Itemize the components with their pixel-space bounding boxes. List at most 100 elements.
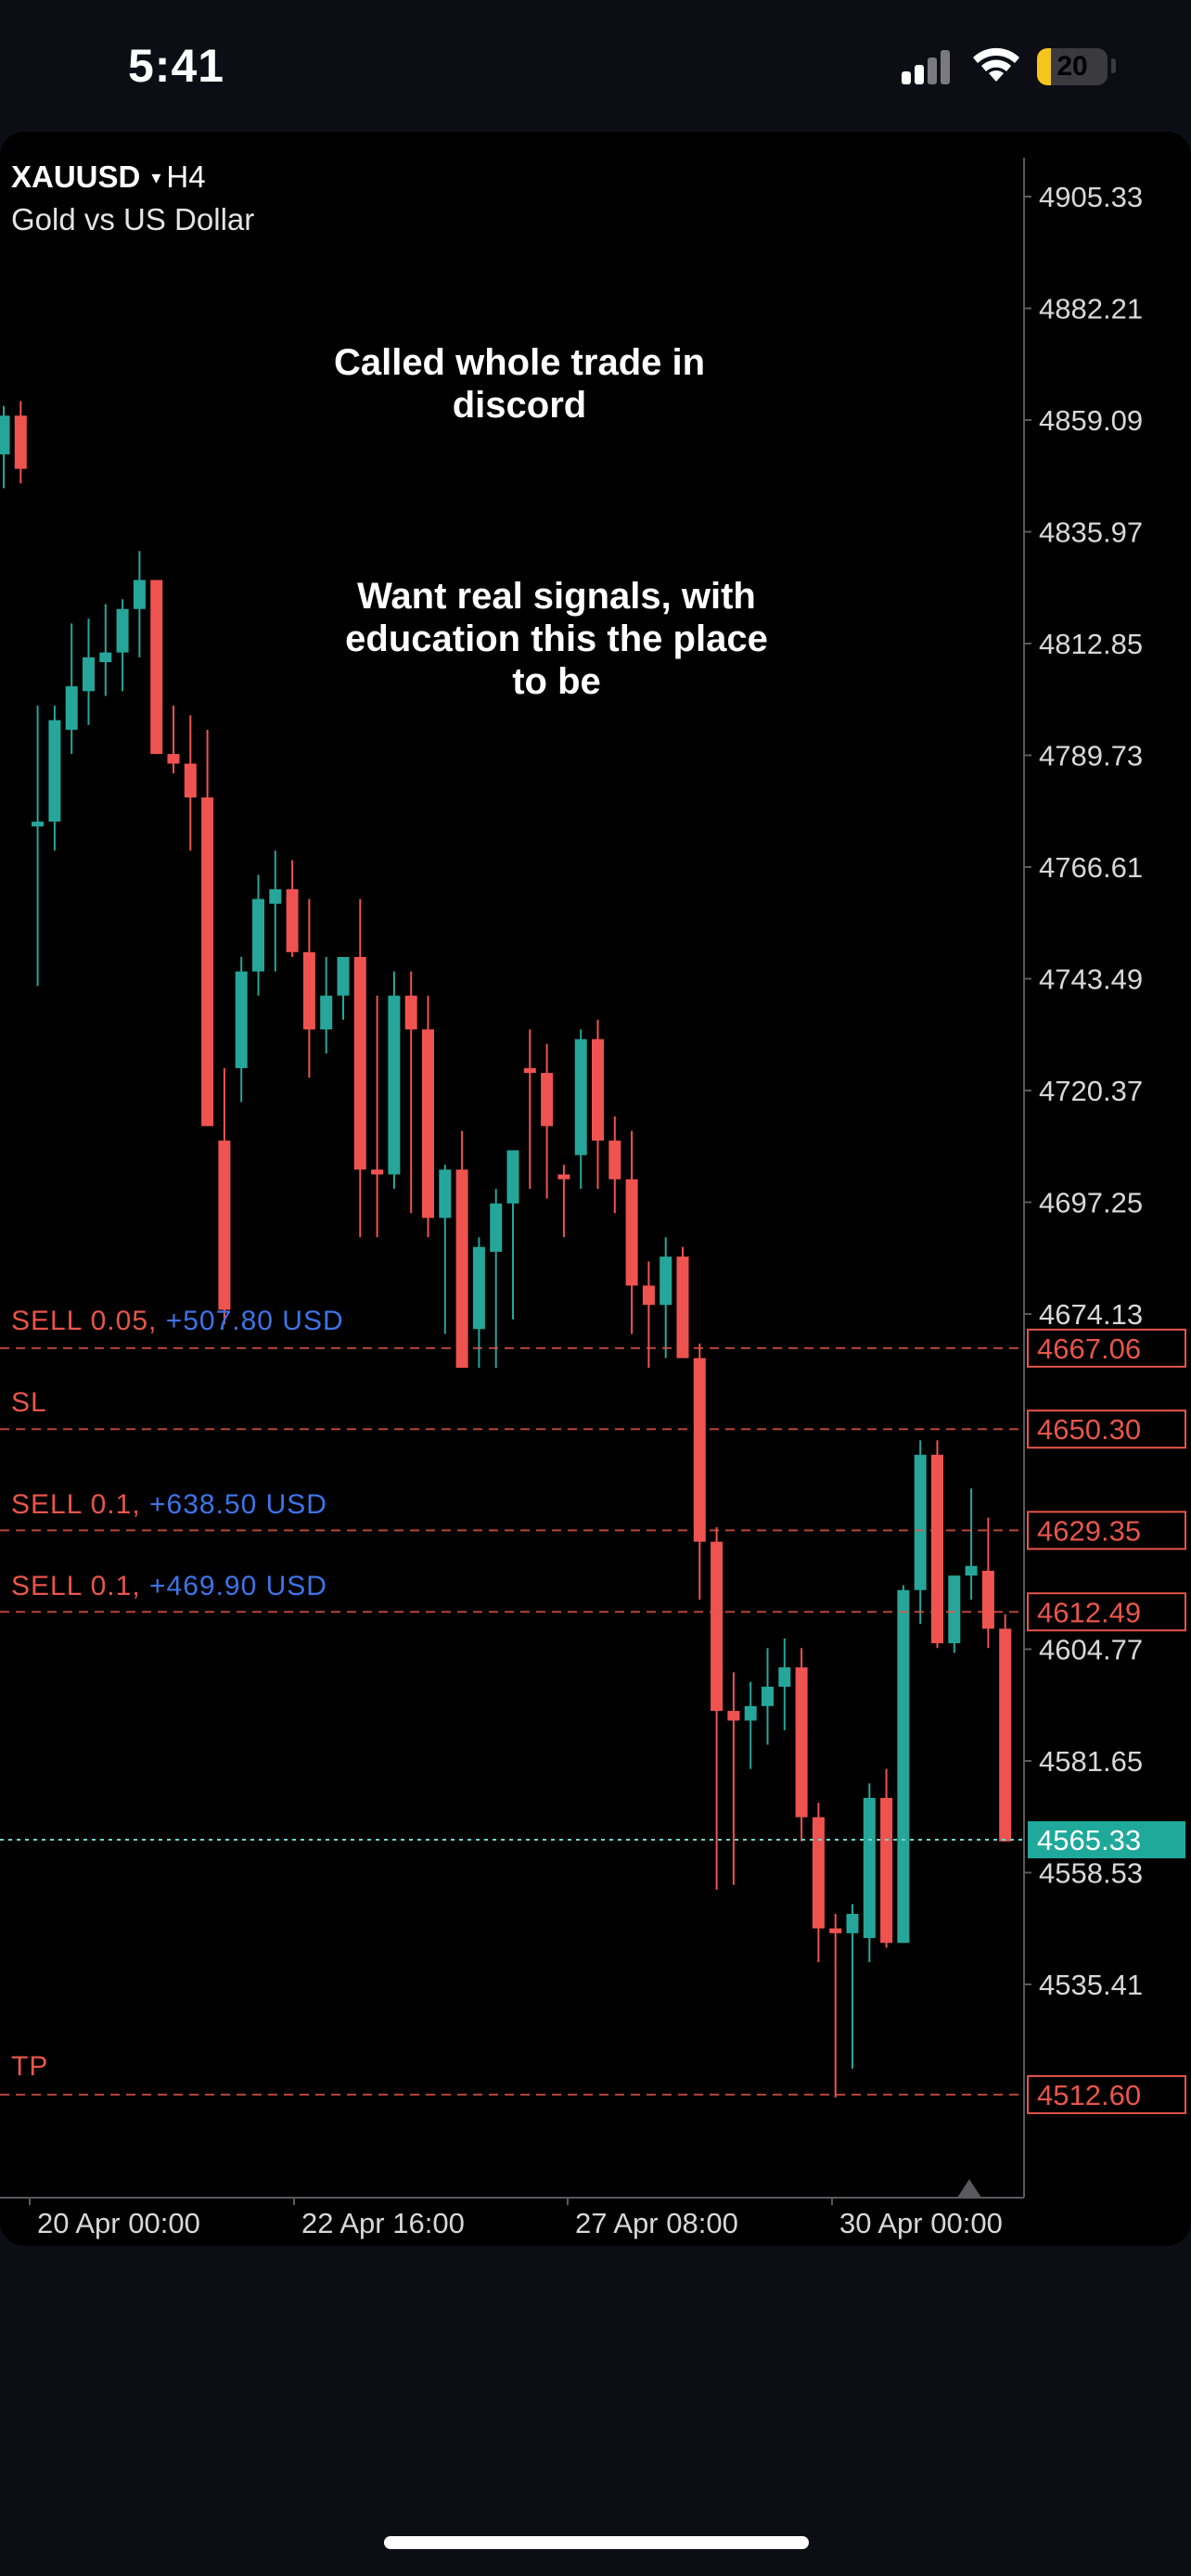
candle-body <box>235 971 248 1068</box>
y-tick-label: 4905.33 <box>1039 181 1143 213</box>
timeframe-label: H4 <box>166 159 206 194</box>
candle-body <box>846 1913 859 1933</box>
candle-body <box>388 995 401 1175</box>
candle-body <box>592 1039 604 1141</box>
candle-body <box>269 889 282 904</box>
order-price-label: 4667.06 <box>1037 1333 1141 1365</box>
battery-percentage: 20 <box>1057 51 1088 82</box>
order-price-label: 4650.30 <box>1037 1413 1141 1446</box>
candle-body <box>711 1541 724 1712</box>
order-side: SL <box>11 1387 47 1418</box>
stop-loss-label[interactable]: SL <box>11 1387 47 1419</box>
order-profit: +507.80 USD <box>165 1306 344 1336</box>
candle-body <box>897 1589 910 1944</box>
candle-body <box>914 1454 927 1590</box>
candle-body <box>506 1150 519 1204</box>
candle-body <box>167 754 180 764</box>
candle-body <box>693 1358 706 1542</box>
y-tick-label: 4766.61 <box>1039 851 1143 884</box>
candle-body <box>48 720 61 823</box>
annotation-text-2: Want real signals, with education this t… <box>345 576 768 702</box>
cellular-signal-icon <box>902 49 950 84</box>
order-price-label: 4512.60 <box>1037 2079 1141 2111</box>
candle-body <box>931 1454 943 1644</box>
order-price-label: 4612.49 <box>1037 1596 1141 1628</box>
y-tick-label: 4743.49 <box>1039 963 1143 996</box>
candle-body <box>490 1203 503 1252</box>
order-label-1[interactable]: SELL 0.05, +507.80 USD <box>11 1306 344 1337</box>
candle-body <box>439 1169 452 1218</box>
symbol-description: Gold vs US Dollar <box>11 202 255 236</box>
y-tick-label: 4882.21 <box>1039 293 1143 325</box>
candle-body <box>795 1667 808 1817</box>
order-price-tag <box>1027 1592 1186 1632</box>
order-side: SELL 0.05, <box>11 1306 158 1336</box>
current-price-tag <box>1028 1821 1185 1859</box>
y-tick-label: 4720.37 <box>1039 1075 1143 1107</box>
candle-body <box>981 1570 994 1629</box>
candle-body <box>472 1246 485 1330</box>
chart-panel[interactable]: 4905.33 4882.21 4859.09 4835.97 4812.85 4789.… <box>0 132 1191 2246</box>
candle-body <box>999 1628 1012 1842</box>
candle-body <box>574 1039 587 1155</box>
order-side: SELL 0.1, <box>11 1489 141 1520</box>
y-tick-label: 4835.97 <box>1039 516 1143 549</box>
order-side: SELL 0.1, <box>11 1571 141 1601</box>
y-tick-label: 4859.09 <box>1039 404 1143 437</box>
candle-body <box>404 995 417 1030</box>
candle-body <box>116 608 129 653</box>
candle-body <box>337 956 350 996</box>
candle-body <box>727 1711 740 1721</box>
price-chart[interactable]: 4905.33 4882.21 4859.09 4835.97 4812.85 4789.… <box>0 132 1191 2246</box>
y-tick-label: 4674.13 <box>1039 1298 1143 1331</box>
take-profit-label[interactable]: TP <box>11 2051 48 2083</box>
candle-body <box>829 1928 842 1933</box>
battery-tip <box>1111 58 1116 73</box>
candle-body <box>541 1073 554 1127</box>
candle-body <box>302 951 315 1030</box>
symbol-name: XAUUSD <box>11 159 141 194</box>
battery-level <box>1037 48 1052 85</box>
candle-body <box>353 956 366 1170</box>
status-bar: 5:41 20 <box>0 0 1191 130</box>
candle-body <box>320 995 333 1030</box>
y-tick-label: 4789.73 <box>1039 740 1143 772</box>
candle-body <box>371 1169 384 1175</box>
candle-body <box>523 1067 536 1074</box>
order-side: TP <box>11 2051 49 2082</box>
order-label-2[interactable]: SELL 0.1, +638.50 USD <box>11 1489 327 1521</box>
candle-body <box>14 415 27 469</box>
y-tick-label: 4604.77 <box>1039 1634 1143 1666</box>
candle-body <box>0 415 10 454</box>
order-price-label: 4629.35 <box>1037 1514 1141 1547</box>
candle-body <box>948 1575 961 1644</box>
candle-body <box>557 1174 570 1180</box>
candle-body <box>812 1817 825 1929</box>
y-tick-label: 4812.85 <box>1039 628 1143 660</box>
x-tick-label: 30 Apr 00:00 <box>839 2207 1003 2239</box>
symbol-selector[interactable]: XAUUSD ▾ H4 <box>11 159 206 195</box>
candle-body <box>863 1797 876 1939</box>
current-price-label: 4565.33 <box>1037 1824 1141 1856</box>
candle-body <box>150 580 163 755</box>
order-label-3[interactable]: SELL 0.1, +469.90 USD <box>11 1571 327 1602</box>
candle-body <box>608 1141 621 1180</box>
candle-body <box>201 797 214 1127</box>
candle-body <box>184 763 197 798</box>
wifi-icon <box>970 45 1022 85</box>
order-profit: +469.90 USD <box>149 1571 327 1601</box>
order-price-tag <box>1027 2074 1186 2114</box>
order-profit: +638.50 USD <box>149 1489 327 1520</box>
y-tick-label: 4697.25 <box>1039 1187 1143 1219</box>
candle-body <box>65 686 78 731</box>
y-tick-label: 4535.41 <box>1039 1969 1143 2001</box>
candle-body <box>744 1705 757 1721</box>
x-tick-label: 20 Apr 00:00 <box>37 2207 200 2239</box>
candle-body <box>83 657 95 692</box>
candle-body <box>965 1565 978 1576</box>
candle-body <box>32 822 45 827</box>
candle-body <box>422 1029 434 1218</box>
x-tick-label: 22 Apr 16:00 <box>301 2207 465 2239</box>
battery-icon: 20 <box>1037 48 1108 85</box>
y-tick-label: 4581.65 <box>1039 1745 1143 1778</box>
